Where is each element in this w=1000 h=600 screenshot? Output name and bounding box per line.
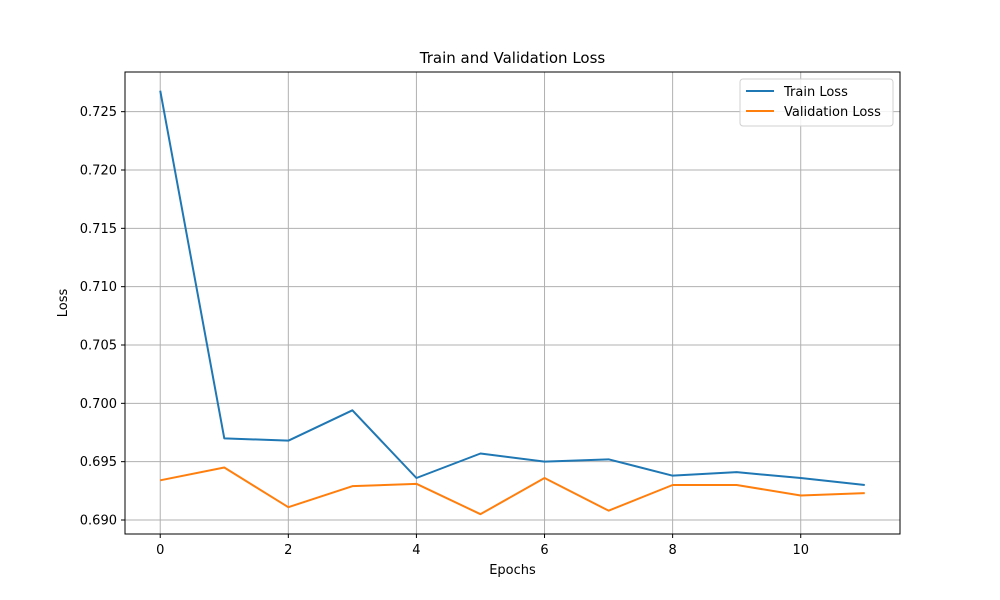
- y-tick-label: 0.695: [80, 455, 117, 470]
- series-line-validation-loss: [160, 466, 865, 516]
- y-tick-label: 0.705: [80, 339, 117, 354]
- legend: Train Loss Validation Loss: [739, 78, 894, 127]
- plot-background: [125, 72, 900, 534]
- chart-title: Train and Validation Loss: [419, 49, 606, 67]
- y-axis: 0.690 0.695 0.700 0.705 0.710 0.715 0.720 0.725: [80, 105, 125, 529]
- grid: [125, 72, 900, 534]
- x-tick-label: 0: [156, 543, 164, 558]
- y-tick-label: 0.715: [80, 222, 117, 237]
- y-tick-label: 0.690: [80, 514, 117, 529]
- y-axis-label: Loss: [56, 289, 71, 318]
- y-tick-label: 0.720: [80, 164, 117, 179]
- x-axis-label: Epochs: [489, 563, 536, 578]
- x-tick-label: 8: [668, 543, 676, 558]
- y-tick-label: 0.700: [80, 397, 117, 412]
- legend-label-validation-loss: Validation Loss: [784, 105, 881, 120]
- x-tick-label: 6: [540, 543, 548, 558]
- series-layer: [159, 90, 865, 516]
- y-tick-label: 0.710: [80, 280, 117, 295]
- plot-area: [124, 71, 901, 535]
- plot-frame: [124, 71, 901, 535]
- series-line-train-loss: [159, 90, 865, 486]
- y-tick-label: 0.725: [80, 105, 117, 120]
- x-tick-label: 4: [412, 543, 420, 558]
- x-axis: 0 2 4 6 8 10: [156, 534, 809, 558]
- x-tick-label: 2: [284, 543, 292, 558]
- x-tick-label: 10: [792, 543, 809, 558]
- legend-label-train-loss: Train Loss: [783, 85, 848, 100]
- legend-frame: [739, 78, 894, 127]
